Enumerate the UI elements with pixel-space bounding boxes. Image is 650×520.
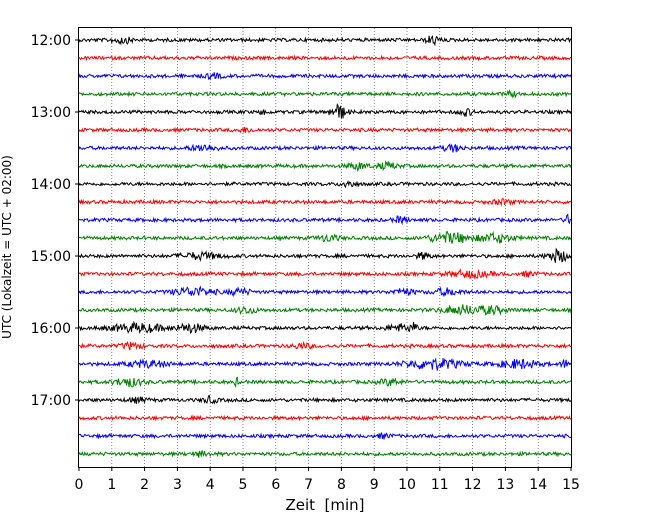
trace-1745 — [78, 450, 572, 458]
x-tick-label: 5 — [239, 477, 248, 493]
x-tick-label: 13 — [496, 477, 514, 493]
trace-1645 — [78, 376, 572, 388]
y-tick-label: 14:00 — [31, 177, 71, 193]
y-tick-label: 16:00 — [31, 321, 71, 337]
x-tick-label: 15 — [562, 477, 580, 493]
trace-1245 — [78, 89, 572, 99]
x-axis-ticks: 0 1 2 3 4 5 6 7 8 9 10 11 12 13 14 15 — [75, 467, 580, 493]
trace-1230 — [78, 72, 572, 81]
trace-1700 — [78, 394, 572, 405]
trace-1200 — [78, 34, 572, 47]
x-axis-label: Zeit [min] — [285, 496, 364, 514]
y-tick-label: 12:00 — [31, 33, 71, 49]
x-tick-label: 6 — [271, 477, 280, 493]
y-axis-label: UTC (Lokalzeit = UTC + 02:00) — [0, 155, 14, 339]
y-tick-label: 13:00 — [31, 105, 71, 121]
gridlines — [111, 28, 539, 467]
y-axis-ticks: 12:00 13:00 14:00 15:00 16:00 17:00 — [31, 33, 79, 409]
seismogram-traces — [78, 34, 572, 458]
trace-1600 — [79, 320, 572, 335]
x-tick-label: 1 — [107, 477, 116, 493]
trace-1500 — [78, 247, 572, 263]
x-tick-label: 12 — [464, 477, 482, 493]
x-tick-label: 9 — [370, 477, 379, 493]
plot-frame — [78, 27, 572, 468]
x-tick-label: 4 — [206, 477, 215, 493]
x-tick-label: 3 — [173, 477, 182, 493]
trace-1300 — [78, 103, 572, 119]
x-tick-label: 7 — [304, 477, 313, 493]
trace-1330 — [78, 143, 572, 153]
trace-1515 — [78, 268, 572, 280]
trace-1315 — [78, 126, 572, 134]
trace-1445 — [78, 230, 572, 244]
y-tick-label: 15:00 — [31, 249, 71, 265]
trace-1615 — [78, 340, 572, 351]
x-tick-label: 11 — [431, 477, 449, 493]
x-tick-label: 0 — [75, 477, 84, 493]
trace-1215 — [78, 54, 572, 62]
trace-1345 — [78, 160, 572, 173]
x-tick-label: 2 — [140, 477, 149, 493]
y-tick-label: 17:00 — [31, 393, 71, 409]
trace-1430 — [78, 213, 572, 226]
x-tick-label: 10 — [398, 477, 416, 493]
trace-1400 — [78, 180, 571, 189]
trace-1545 — [78, 304, 572, 316]
trace-1630 — [78, 357, 572, 371]
trace-1730 — [78, 431, 572, 440]
x-tick-label: 14 — [529, 477, 547, 493]
x-tick-label: 8 — [337, 477, 346, 493]
trace-1415 — [78, 198, 572, 207]
trace-1715 — [78, 414, 572, 422]
trace-1530 — [78, 285, 572, 298]
